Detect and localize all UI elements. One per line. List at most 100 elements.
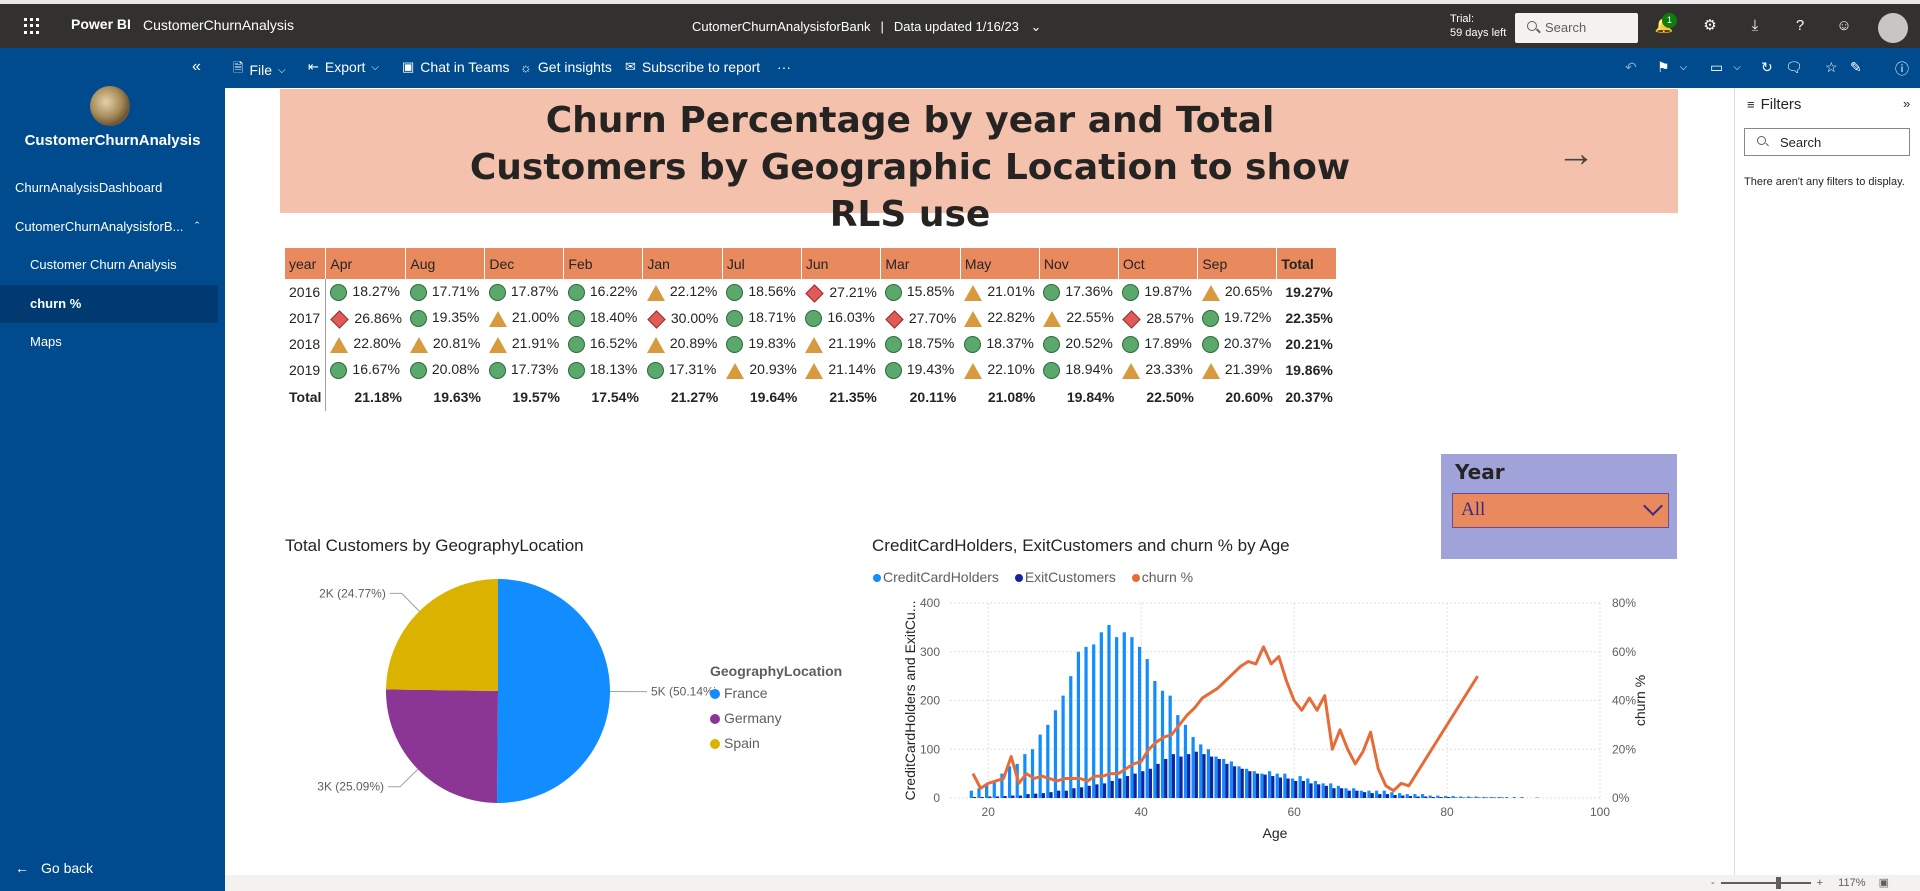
collapse-nav-icon[interactable]: « — [192, 58, 201, 75]
matrix-cell[interactable]: 27.21% — [801, 279, 880, 305]
matrix-cell[interactable]: 21.39% — [1198, 357, 1277, 383]
matrix-cell[interactable]: 18.71% — [722, 305, 801, 331]
matrix-header-mar[interactable]: Mar — [880, 248, 961, 279]
matrix-cell[interactable]: 16.22% — [564, 279, 643, 305]
matrix-cell[interactable]: 30.00% — [643, 305, 722, 331]
more-options-button[interactable]: ··· — [777, 59, 791, 75]
matrix-cell[interactable]: 18.13% — [564, 357, 643, 383]
legend-item-exit[interactable]: ExitCustomers — [1014, 569, 1122, 585]
legend-item-credit[interactable]: CreditCardHolders — [873, 569, 1005, 585]
refresh-icon[interactable]: ↻ — [1761, 59, 1773, 75]
nav-page-maps[interactable]: Maps — [30, 334, 62, 349]
collapse-filters-icon[interactable]: » — [1903, 96, 1911, 111]
matrix-header-jan[interactable]: Jan — [642, 248, 723, 279]
matrix-cell[interactable]: 18.56% — [722, 279, 801, 305]
workspace-link[interactable]: CustomerChurnAnalysis — [143, 17, 294, 33]
fit-page-icon[interactable]: ▣ — [1878, 877, 1889, 889]
global-search-input[interactable]: Search — [1515, 13, 1638, 43]
zoom-in-button[interactable]: + — [1816, 877, 1824, 889]
legend-item-spain[interactable]: Spain — [710, 735, 842, 751]
year-dropdown[interactable]: All — [1452, 493, 1669, 528]
matrix-cell[interactable]: 20.37% — [1198, 331, 1277, 357]
comment-icon[interactable]: 🗨 — [1785, 59, 1803, 75]
matrix-cell[interactable]: 22.55% — [1039, 305, 1118, 331]
matrix-cell[interactable]: 17.36% — [1039, 279, 1118, 305]
download-icon[interactable]: ⤓ — [1751, 17, 1759, 34]
matrix-cell[interactable]: 28.57% — [1118, 305, 1197, 331]
nav-page-customer-churn-analysis[interactable]: Customer Churn Analysis — [30, 257, 177, 272]
report-title-area[interactable]: CutomerChurnAnalysisforBank | Data updated… — [692, 19, 1041, 35]
matrix-row[interactable]: 2018 22.80% 20.81% 21.91% 16.52% 20.89% 19.83%… — [285, 331, 1337, 357]
matrix-header-dec[interactable]: Dec — [484, 248, 565, 279]
legend-item-france[interactable]: France — [710, 685, 842, 701]
matrix-cell[interactable]: 18.37% — [960, 331, 1039, 357]
matrix-cell[interactable]: 22.10% — [960, 357, 1039, 383]
matrix-header-year[interactable]: year — [285, 248, 327, 279]
nav-page-churn-percent[interactable]: churn % — [0, 285, 218, 323]
matrix-header-may[interactable]: May — [960, 248, 1040, 279]
feedback-smile-icon[interactable]: ☺ — [1836, 17, 1852, 34]
user-avatar[interactable] — [1878, 13, 1908, 43]
matrix-cell[interactable]: 19.87% — [1118, 279, 1197, 305]
matrix-cell[interactable]: 20.65% — [1198, 279, 1277, 305]
matrix-cell[interactable]: 19.72% — [1198, 305, 1277, 331]
go-back-button[interactable]: ← Go back — [15, 860, 93, 876]
zoom-slider[interactable] — [1720, 877, 1811, 890]
matrix-cell[interactable]: 17.71% — [406, 279, 485, 305]
matrix-cell[interactable]: 19.83% — [722, 331, 801, 357]
undo-icon[interactable]: ↶ — [1625, 59, 1637, 75]
matrix-cell[interactable]: 19.35% — [406, 305, 485, 331]
matrix-cell[interactable]: 21.19% — [801, 331, 880, 357]
matrix-cell[interactable]: 18.94% — [1039, 357, 1118, 383]
matrix-header-aug[interactable]: Aug — [405, 248, 486, 279]
export-menu-button[interactable]: ⇤ Export ⌵ — [308, 59, 379, 75]
matrix-cell[interactable]: 22.12% — [643, 279, 722, 305]
matrix-cell[interactable]: 23.33% — [1118, 357, 1197, 383]
matrix-header-feb[interactable]: Feb — [563, 248, 644, 279]
chat-in-teams-button[interactable]: ▣ Chat in Teams — [402, 59, 510, 75]
matrix-cell[interactable]: 15.85% — [881, 279, 960, 305]
matrix-row[interactable]: 2016 18.27% 17.71% 17.87% 16.22% 22.12% 18.56%… — [285, 279, 1337, 305]
get-insights-button[interactable]: ☼ Get insights — [520, 59, 612, 75]
geography-pie-chart[interactable]: 5K (50.14%) 3K (25.09%) 2K (24.77%) — [285, 563, 715, 873]
bookmark-icon[interactable]: ⚑ ⌵ — [1657, 59, 1688, 75]
nav-item-report-group[interactable]: CutomerChurnAnalysisforB... ˆ — [0, 208, 218, 246]
legend-item-germany[interactable]: Germany — [710, 710, 842, 726]
arrow-right-icon[interactable]: → — [1557, 133, 1595, 175]
matrix-row[interactable]: 2019 16.67% 20.08% 17.73% 18.13% 17.31% 20.93%… — [285, 357, 1337, 383]
matrix-cell[interactable]: 21.00% — [485, 305, 564, 331]
subscribe-button[interactable]: ✉ Subscribe to report — [625, 59, 760, 75]
matrix-cell[interactable]: 21.01% — [960, 279, 1039, 305]
matrix-cell[interactable]: 16.52% — [564, 331, 643, 357]
matrix-header-jun[interactable]: Jun — [801, 248, 882, 279]
matrix-cell[interactable]: 16.03% — [801, 305, 880, 331]
matrix-cell[interactable]: 27.70% — [881, 305, 960, 331]
matrix-cell[interactable]: 21.91% — [485, 331, 564, 357]
matrix-cell[interactable]: 17.73% — [485, 357, 564, 383]
matrix-cell[interactable]: 21.14% — [801, 357, 880, 383]
matrix-cell[interactable]: 18.75% — [881, 331, 960, 357]
age-combo-chart[interactable]: 0 0%100 20%200 40%300 60%400 80%20 40 60 80 100Ag… — [870, 588, 1690, 868]
churn-matrix-table[interactable]: year Apr Aug Dec Feb Jan Jul Jun Mar May Nov Oct Sep… — [285, 248, 1338, 411]
matrix-cell[interactable]: 20.93% — [722, 357, 801, 383]
matrix-cell[interactable]: 26.86% — [326, 305, 406, 331]
zoom-out-button[interactable]: - — [1711, 877, 1715, 889]
matrix-header-jul[interactable]: Jul — [722, 248, 802, 279]
brand-name[interactable]: Power BI — [71, 16, 131, 32]
matrix-header-total[interactable]: Total — [1276, 248, 1338, 279]
help-icon[interactable]: ? — [1795, 17, 1805, 34]
zoom-slider-knob[interactable] — [1775, 877, 1781, 890]
file-menu-button[interactable]: 🗎 File ⌵ — [233, 59, 286, 81]
matrix-cell[interactable]: 17.89% — [1118, 331, 1197, 357]
matrix-cell[interactable]: 22.82% — [960, 305, 1039, 331]
nav-item-churn-analysis-dashboard[interactable]: ChurnAnalysisDashboard — [15, 180, 163, 195]
matrix-cell[interactable]: 22.80% — [326, 331, 406, 357]
gear-icon[interactable]: ⚙ — [1703, 17, 1717, 34]
view-icon[interactable]: ▭ ⌵ — [1710, 59, 1741, 75]
legend-item-churn[interactable]: churn % — [1131, 569, 1199, 585]
matrix-cell[interactable]: 16.67% — [326, 357, 406, 383]
edit-pencil-icon[interactable]: ✎ — [1850, 59, 1862, 75]
filters-search-input[interactable]: Search — [1744, 128, 1910, 156]
info-icon[interactable]: ⓘ — [1895, 61, 1909, 77]
favorite-star-icon[interactable]: ☆ — [1825, 59, 1838, 75]
